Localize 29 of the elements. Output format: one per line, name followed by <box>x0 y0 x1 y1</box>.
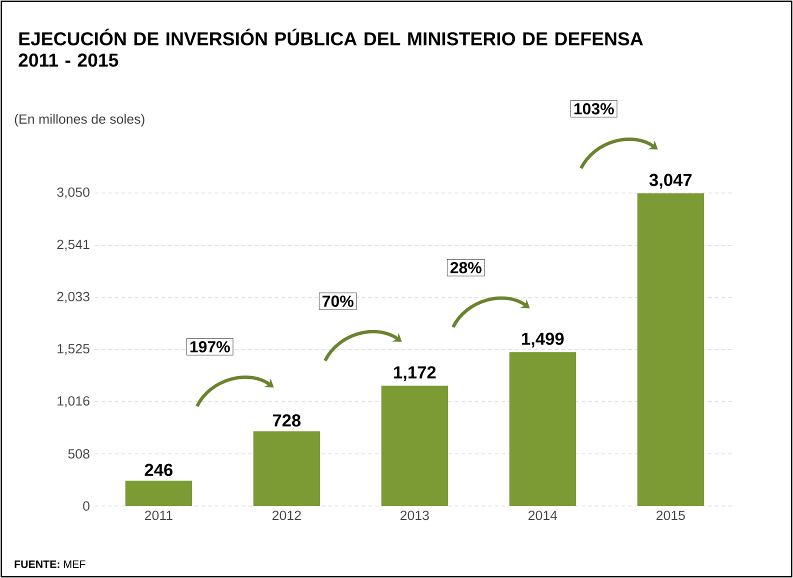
y-tick-label: 2,033 <box>57 292 90 303</box>
data-label: 1,172 <box>394 366 436 381</box>
annotation: 70% <box>322 296 354 307</box>
data-label: 246 <box>144 464 172 476</box>
y-tick-label: 2,541 <box>57 240 90 251</box>
data-label: 728 <box>272 414 301 427</box>
x-tick-label: 2012 <box>272 510 301 520</box>
y-tick-label: 3,050 <box>57 187 90 199</box>
bar <box>253 431 320 506</box>
annotation: 28% <box>450 262 482 274</box>
data-label: 1,499 <box>522 332 564 348</box>
x-tick-label: 2014 <box>528 510 558 520</box>
x-tick-label: 2013 <box>400 510 429 520</box>
x-tick-label: 2011 <box>145 510 172 520</box>
text: 103% <box>574 103 614 114</box>
y-axis-title: (En millones de soles) <box>14 114 144 126</box>
data-label: 3,047 <box>649 174 692 189</box>
x-tick-label: 2015 <box>656 510 685 520</box>
y-tick-label: 508 <box>68 449 90 459</box>
bar <box>637 193 704 506</box>
annotation: 197% <box>190 341 230 352</box>
bar <box>381 386 448 506</box>
bar <box>509 352 576 506</box>
text: FUENTE: MEF <box>14 560 86 568</box>
bar <box>125 480 192 506</box>
y-tick-label: 1,016 <box>58 396 90 408</box>
chart-title: EJECUCIÓN DE INVERSIÓN PÚBLICA DEL MINISTERIO DE DEFENSA 2011 - 2015 <box>18 28 643 67</box>
y-tick-label: 1,525 <box>58 344 90 356</box>
y-tick-label: 0 <box>83 501 90 511</box>
